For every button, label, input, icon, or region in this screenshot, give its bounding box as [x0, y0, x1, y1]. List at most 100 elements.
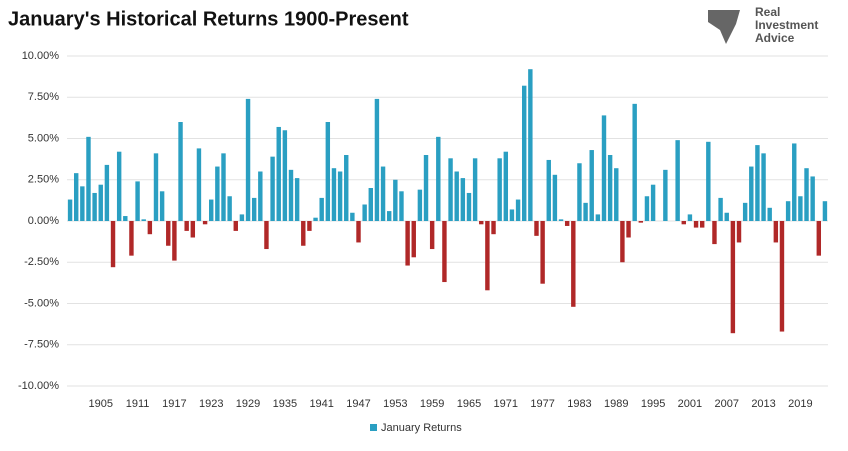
bar — [681, 221, 686, 225]
x-tick-label: 1929 — [236, 398, 260, 410]
bar — [264, 221, 269, 250]
bar — [166, 221, 171, 246]
x-tick-label: 2007 — [714, 398, 738, 410]
bar — [258, 171, 263, 221]
y-tick-label: -2.50% — [24, 256, 59, 268]
logo-mark — [708, 10, 740, 44]
bar — [307, 221, 312, 231]
bar — [202, 221, 208, 225]
x-tick-label: 1989 — [604, 398, 628, 410]
bar — [620, 221, 625, 263]
bar — [411, 221, 416, 258]
x-tick-label: 1965 — [457, 398, 481, 410]
bar — [540, 221, 545, 284]
bar — [485, 221, 490, 291]
bar — [251, 197, 257, 221]
x-tick-label: 1911 — [126, 398, 150, 410]
bar — [270, 156, 275, 221]
bar — [129, 221, 134, 256]
bar — [736, 221, 742, 243]
logo-text: Real — [755, 5, 780, 19]
bar — [227, 196, 232, 221]
bar — [153, 153, 159, 221]
bar — [98, 184, 103, 221]
bar — [779, 221, 785, 332]
x-tick-label: 1959 — [420, 398, 444, 410]
logo-text: Advice — [755, 31, 795, 45]
bar — [792, 143, 797, 221]
bar — [190, 221, 196, 238]
bar — [644, 196, 650, 221]
bar — [147, 221, 153, 235]
bar — [337, 171, 343, 221]
legend-swatch — [370, 424, 377, 431]
bar — [288, 169, 294, 221]
y-tick-label: -5.00% — [24, 297, 59, 309]
bar — [110, 221, 116, 268]
bar — [423, 155, 429, 221]
bar — [448, 158, 453, 221]
bar — [816, 221, 822, 256]
x-tick-label: 1953 — [383, 398, 407, 410]
bar — [331, 168, 337, 221]
bar — [693, 221, 699, 228]
bar — [350, 212, 355, 221]
bar — [356, 221, 361, 243]
y-tick-label: -7.50% — [24, 339, 59, 351]
bar — [313, 217, 318, 221]
y-tick-label: -10.00% — [18, 380, 59, 392]
bar — [675, 140, 680, 221]
bar — [405, 221, 410, 266]
x-tick-label: 1983 — [567, 398, 591, 410]
bar — [712, 221, 717, 245]
bar — [123, 216, 128, 221]
bar — [546, 159, 551, 221]
y-tick-label: 2.50% — [28, 174, 59, 186]
bar — [522, 85, 527, 221]
bar — [552, 174, 558, 221]
bar — [362, 204, 367, 221]
bar — [767, 207, 772, 221]
bar — [196, 148, 202, 221]
bar — [325, 122, 331, 221]
bar — [399, 191, 404, 221]
bar — [706, 141, 711, 221]
bar — [104, 164, 110, 221]
bar — [135, 181, 140, 221]
bar — [276, 126, 281, 221]
bar — [564, 221, 570, 226]
bar — [534, 221, 539, 236]
bar — [583, 202, 588, 221]
bar — [663, 169, 668, 221]
bar — [301, 221, 306, 246]
bar — [730, 221, 736, 334]
bar — [282, 130, 288, 221]
y-tick-label: 5.00% — [28, 132, 59, 144]
bar — [638, 221, 644, 223]
bar — [822, 201, 828, 221]
x-tick-label: 2013 — [751, 398, 775, 410]
bar — [614, 168, 619, 221]
x-tick-label: 1923 — [199, 398, 223, 410]
x-tick-label: 1905 — [89, 398, 113, 410]
bar — [589, 150, 594, 221]
x-tick-label: 1947 — [346, 398, 370, 410]
bar — [380, 166, 386, 221]
bar — [460, 178, 466, 221]
bar — [607, 155, 613, 221]
bar — [184, 221, 189, 231]
y-tick-label: 0.00% — [28, 215, 59, 227]
x-tick-label: 1941 — [309, 398, 333, 410]
bar — [159, 191, 165, 221]
bar — [749, 166, 754, 221]
bar — [245, 98, 251, 221]
bar — [436, 136, 441, 221]
bar — [178, 122, 183, 221]
bar — [497, 158, 502, 221]
bar — [724, 212, 729, 221]
bar — [650, 184, 656, 221]
bar — [393, 179, 398, 221]
bar — [761, 153, 766, 221]
bar — [442, 221, 447, 283]
